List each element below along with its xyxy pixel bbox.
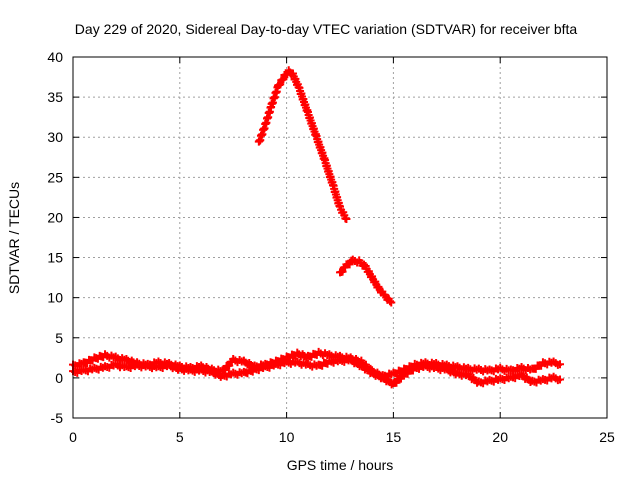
x-axis-title: GPS time / hours (287, 457, 394, 473)
y-tick-label: 25 (47, 169, 63, 185)
data-point (276, 80, 285, 89)
data-point (360, 260, 369, 269)
y-tick-label: 35 (47, 89, 63, 105)
data-point (397, 374, 406, 383)
x-tick-label: 5 (176, 429, 184, 445)
y-tick-label: 30 (47, 129, 63, 145)
plot-frame (72, 56, 608, 419)
y-tick-label: 0 (55, 370, 63, 386)
data-point (556, 360, 565, 369)
x-tick-label: 25 (599, 429, 615, 445)
data-point (556, 375, 565, 384)
data-point (279, 75, 288, 84)
series-bfta-mid-arc (336, 255, 396, 307)
chart-title: Day 229 of 2020, Sidereal Day-to-day VTE… (75, 21, 578, 37)
y-tick-label: -5 (51, 410, 64, 426)
x-tick-label: 0 (69, 429, 77, 445)
axis-ticks: 0 5 10 15 20 25 -5 0 5 10 15 20 25 30 35 40 (47, 49, 615, 445)
x-tick-label: 15 (386, 429, 402, 445)
series-bfta-high-arc (254, 66, 351, 224)
y-axis-title: SDTVAR / TECUs (6, 182, 22, 294)
y-tick-label: 10 (47, 290, 63, 306)
data-point (225, 361, 234, 370)
x-tick-label: 20 (492, 429, 508, 445)
data-point (338, 267, 347, 276)
x-tick-label: 10 (279, 429, 295, 445)
y-tick-label: 40 (47, 49, 63, 65)
data-point (385, 297, 394, 306)
data-point (387, 298, 396, 307)
y-tick-label: 20 (47, 209, 63, 225)
series-bfta-low-band-b (69, 355, 565, 389)
plot-area (69, 66, 565, 389)
data-point (342, 215, 351, 224)
y-tick-label: 15 (47, 250, 63, 266)
y-tick-label: 5 (55, 330, 63, 346)
